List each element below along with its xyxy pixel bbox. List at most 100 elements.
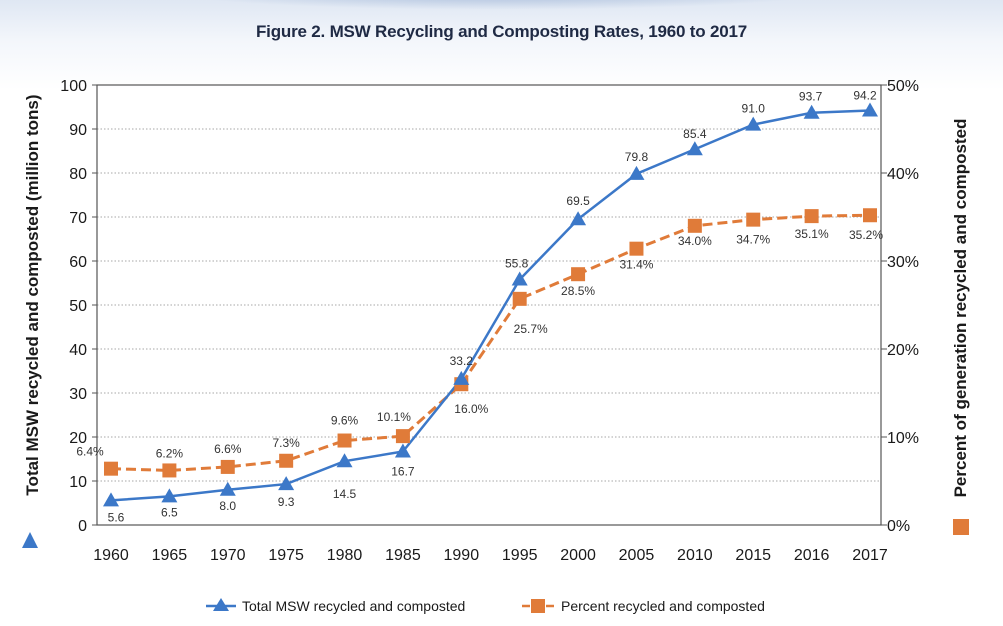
total-data-label: 93.7: [799, 90, 823, 104]
percent-data-label: 28.5%: [561, 284, 595, 298]
header-decoration: [160, 0, 840, 10]
percent-data-label: 35.1%: [795, 227, 829, 241]
y-right-tick-label: 0%: [887, 518, 910, 535]
total-data-label: 94.2: [853, 89, 877, 103]
y-right-tick-label: 20%: [887, 342, 919, 359]
x-tick-label: 1965: [152, 547, 188, 564]
total-triangle-marker: [336, 453, 353, 468]
right-axis-ticks: 0% 10% 20% 30% 40% 50%: [881, 78, 919, 535]
total-data-label: 55.8: [505, 256, 529, 270]
percent-data-label: 16.0%: [454, 402, 488, 416]
total-triangle-marker: [219, 481, 236, 496]
y-left-tick-label: 30: [69, 386, 87, 403]
percent-series-line: [110, 213, 871, 472]
x-tick-label: 1970: [210, 547, 246, 564]
total-triangle-marker: [394, 443, 411, 458]
total-triangle-marker: [686, 141, 703, 156]
y-right-tick-label: 50%: [887, 78, 919, 95]
right-axis-square-icon: [953, 519, 969, 535]
percent-square-marker: [162, 463, 177, 478]
y-left-tick-label: 90: [69, 122, 87, 139]
percent-data-label: 25.7%: [514, 322, 548, 336]
y-left-tick-label: 50: [69, 298, 87, 315]
x-tick-label: 1995: [502, 547, 538, 564]
y-left-tick-label: 40: [69, 342, 87, 359]
left-axis-ticks: 0 10 20 30 40 50 60 70 80 90 100: [60, 78, 97, 535]
percent-square-marker: [337, 433, 352, 448]
series-markers: [103, 102, 878, 507]
total-triangle-marker: [803, 104, 820, 119]
x-tick-label: 1985: [385, 547, 421, 564]
y-left-tick-label: 20: [69, 430, 87, 447]
percent-data-label: 6.2%: [156, 446, 184, 460]
x-tick-label: 1960: [93, 547, 129, 564]
total-triangle-marker: [453, 370, 470, 385]
x-tick-label: 2000: [560, 547, 596, 564]
legend: Total MSW recycled and composted Percent…: [206, 598, 765, 614]
percent-square-marker: [571, 267, 586, 282]
x-tick-label: 2005: [619, 547, 655, 564]
x-axis-ticks: 1960 1965 1970 1975 1980 1985 1990 1995 2000 2005…: [93, 547, 888, 564]
percent-square-marker: [746, 212, 761, 227]
total-triangle-marker: [745, 116, 762, 131]
x-tick-label: 2015: [735, 547, 771, 564]
total-data-label: 8.0: [219, 499, 236, 513]
y-left-tick-label: 80: [69, 166, 87, 183]
percent-square-marker: [395, 429, 410, 444]
y-axis-right-label: Percent of generation recycled and compo…: [951, 119, 970, 498]
x-tick-label: 1990: [444, 547, 480, 564]
percent-data-label: 6.4%: [76, 445, 104, 459]
x-tick-label: 1975: [268, 547, 304, 564]
total-triangle-marker: [628, 165, 645, 180]
percent-data-label: 7.3%: [272, 436, 300, 450]
percent-square-marker: [804, 209, 819, 224]
total-triangle-marker: [511, 271, 528, 286]
total-triangle-marker: [103, 492, 119, 507]
total-data-label: 69.5: [566, 194, 590, 208]
total-data-label: 9.3: [278, 495, 295, 509]
left-axis-triangle-icon: [22, 532, 38, 548]
total-triangle-marker: [862, 102, 878, 117]
y-right-tick-label: 40%: [887, 166, 919, 183]
y-left-tick-label: 60: [69, 254, 87, 271]
percent-data-label: 34.0%: [678, 234, 712, 248]
y-left-tick-label: 100: [60, 78, 87, 95]
percent-square-marker: [220, 459, 235, 474]
y-axis-left-label: Total MSW recycled and composted (millio…: [23, 94, 42, 495]
percent-square-marker: [687, 218, 702, 233]
percent-data-label: 9.6%: [331, 414, 359, 428]
percent-data-label: 35.2%: [849, 228, 883, 242]
y-right-tick-label: 30%: [887, 254, 919, 271]
percent-square-marker: [279, 453, 294, 468]
y-right-tick-label: 10%: [887, 430, 919, 447]
x-tick-label: 2016: [794, 547, 830, 564]
percent-square-marker: [863, 208, 877, 223]
x-tick-label: 2017: [852, 547, 888, 564]
legend-label-total: Total MSW recycled and composted: [242, 598, 465, 614]
percent-data-label: 31.4%: [619, 258, 653, 272]
total-data-label: 85.4: [683, 127, 707, 141]
y-left-tick-label: 10: [69, 474, 87, 491]
percent-data-label: 34.7%: [736, 233, 770, 247]
total-triangle-marker: [570, 211, 587, 226]
percent-square-marker: [104, 461, 118, 476]
gridlines: [97, 128, 881, 482]
x-tick-label: 2010: [677, 547, 713, 564]
chart-title: Figure 2. MSW Recycling and Composting R…: [256, 22, 747, 41]
total-data-label: 6.5: [161, 505, 178, 519]
total-series-line: [110, 109, 871, 502]
total-data-label: 5.6: [108, 510, 125, 524]
percent-square-marker: [629, 241, 644, 256]
percent-data-label: 10.1%: [377, 410, 411, 424]
data-labels: 6.4% 6.2% 6.6% 7.3% 9.6% 10.1% 16.0% 25.7% 28.5%…: [76, 89, 883, 525]
legend-triangle-icon: [213, 598, 229, 611]
total-triangle-marker: [278, 476, 295, 491]
y-left-tick-label: 70: [69, 210, 87, 227]
legend-label-percent: Percent recycled and composted: [561, 598, 765, 614]
x-tick-label: 1980: [327, 547, 363, 564]
percent-square-marker: [512, 291, 527, 306]
y-left-tick-label: 0: [78, 518, 87, 535]
series-lines: [110, 109, 871, 502]
total-data-label: 91.0: [742, 102, 766, 116]
